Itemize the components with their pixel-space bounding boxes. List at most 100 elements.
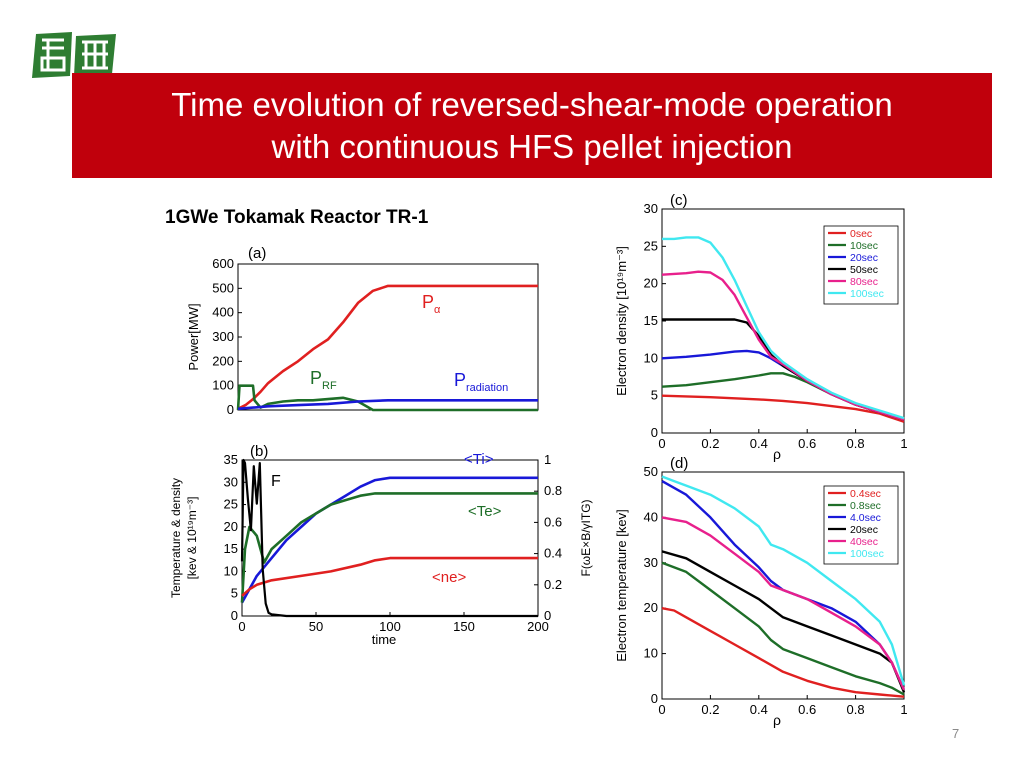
title-line-1: Time evolution of reversed-shear-mode op…: [171, 85, 893, 123]
chart-d-legend-label: 40sec: [850, 536, 878, 548]
logo-emblem-icon: [32, 32, 116, 78]
chart-a-y-tick-label: 500: [212, 280, 234, 295]
chart-d-legend-label: 0.4sec: [850, 488, 881, 500]
chart-d-ylabel: Electron temperature [kev]: [614, 509, 629, 661]
chart-a-y-tick-label: 300: [212, 329, 234, 344]
chart-d-series-line-0: [661, 607, 905, 698]
chart-d-legend-label: 20sec: [850, 524, 878, 536]
chart-b-label-ti: <Ti>: [464, 451, 494, 468]
chart-b-x-tick-label: 100: [379, 619, 401, 634]
chart-a-y-tick-label: 400: [212, 305, 234, 320]
chart-electron-density: 0 5 10 15 20 25 30 0 0.2 0.4 0.6 0.8 1 ρ Electron dens…: [614, 192, 908, 462]
chart-d-x-tick-label: 0: [658, 702, 665, 717]
chart-b-yright-tick-label: 0.4: [544, 546, 562, 561]
chart-c-y-tick-label: 30: [644, 201, 658, 216]
chart-b-series-line-3: [240, 458, 538, 618]
chart-d-legend-label: 100sec: [850, 548, 884, 560]
chart-c-legend-label: 50sec: [850, 264, 878, 276]
chart-c-legend-box: [823, 225, 899, 305]
subtitle: 1GWe Tokamak Reactor TR-1: [165, 207, 429, 228]
chart-c-xlabel: ρ: [773, 446, 781, 462]
chart-c-legend-label: 0sec: [850, 228, 872, 240]
chart-b-yright-tick-label: 0.8: [544, 483, 562, 498]
chart-b-series-line-1: [240, 492, 538, 603]
chart-a-label-p-alpha: Pα: [422, 292, 441, 316]
chart-c-x-tick-label: 0: [658, 436, 665, 451]
chart-b-yright-tick-label: 1: [544, 452, 551, 467]
plot-frame: [661, 471, 905, 700]
chart-a-y-tick-label: 600: [212, 256, 234, 271]
chart-c-series-line-3: [662, 318, 905, 421]
chart-d-y-tick-label: 30: [644, 555, 658, 570]
chart-b-ylabel-left-2: [kev & 10¹⁹m⁻³]: [185, 497, 199, 580]
chart-c-legend-label: 80sec: [850, 276, 878, 288]
chart-b-ylabel-left-1: Temperature & density: [169, 478, 183, 598]
chart-b-label-te: <Te>: [468, 503, 502, 520]
chart-d-series-line-3: [661, 550, 906, 693]
chart-b-yleft-tick-label: 5: [231, 586, 238, 601]
chart-d-panel-label: (d): [670, 455, 688, 472]
chart-d-y-tick-label: 0: [651, 691, 658, 706]
chart-a-y-tick-label: 200: [212, 353, 234, 368]
chart-b-series-line-2: [241, 556, 538, 597]
chart-b-yleft-tick-label: 20: [224, 519, 238, 534]
chart-d-series-line-4: [661, 516, 906, 691]
chart-c-y-tick-label: 5: [651, 388, 658, 403]
chart-d-x-tick-label: 0.2: [701, 702, 719, 717]
chart-d-y-tick-label: 20: [644, 600, 658, 615]
chart-d-legend-label: 4.0sec: [850, 512, 881, 524]
chart-b-yright-tick-label: 0: [544, 608, 551, 623]
chart-b-yleft-tick-label: 0: [231, 608, 238, 623]
chart-d-legend-label: 0.8sec: [850, 500, 881, 512]
chart-b-label-f: F: [271, 473, 281, 490]
chart-d-series-line-1: [661, 561, 905, 696]
chart-b-yleft-tick-label: 10: [224, 563, 238, 578]
chart-a-series-line-2: [237, 399, 538, 411]
chart-c-panel-label: (c): [670, 192, 688, 209]
chart-a-panel-label: (a): [248, 245, 266, 262]
chart-b-x-tick-label: 150: [453, 619, 475, 634]
chart-a-series-line-1: [236, 384, 538, 412]
chart-b-yright-tick-label: 0.6: [544, 514, 562, 529]
chart-c-series-line-4: [661, 270, 905, 421]
chart-b-ylabel-right: F(ωE×B/γITG): [579, 499, 593, 576]
chart-d-xlabel: ρ: [773, 712, 781, 728]
chart-c-x-tick-label: 1: [900, 436, 907, 451]
chart-d-x-tick-label: 1: [900, 702, 907, 717]
page-number: 7: [952, 726, 960, 741]
logo: [28, 30, 120, 80]
chart-b-x-tick-label: 50: [309, 619, 323, 634]
chart-b-yleft-tick-label: 35: [224, 452, 238, 467]
chart-b-x-tick-label: 200: [527, 619, 549, 634]
chart-b-yright-tick-label: 0.2: [544, 577, 562, 592]
chart-a-ylabel: Power[MW]: [186, 303, 201, 370]
chart-a-series-line-0: [237, 284, 538, 410]
chart-a-label-p-rf: PRF: [310, 368, 337, 392]
chart-power: 0 100 200 300 400 500 600 Power[MW] (a) Pα PRF Prad…: [186, 245, 539, 417]
title-banner: Time evolution of reversed-shear-mode op…: [72, 73, 992, 178]
chart-c-x-tick-label: 0.2: [701, 436, 719, 451]
chart-c-x-tick-label: 0.6: [798, 436, 816, 451]
chart-b-yleft-tick-label: 25: [224, 497, 238, 512]
chart-a-y-tick-label: 100: [212, 378, 234, 393]
chart-b-panel-label: (b): [250, 443, 268, 460]
chart-d-y-tick-label: 50: [644, 464, 658, 479]
chart-c-x-tick-label: 0.4: [750, 436, 768, 451]
chart-d-x-tick-label: 0.4: [750, 702, 768, 717]
chart-c-legend-label: 100sec: [850, 288, 884, 300]
chart-a-label-p-radiation: Pradiation: [454, 370, 508, 394]
chart-c-series-line-5: [662, 236, 905, 420]
chart-b-series-line-0: [240, 476, 538, 604]
chart-b-yleft-tick-label: 30: [224, 474, 238, 489]
chart-c-series-line-0: [661, 394, 905, 423]
chart-d-x-tick-label: 0.6: [798, 702, 816, 717]
plot-frame: [241, 459, 539, 617]
title-line-2: with continuous HFS pellet injection: [271, 127, 793, 165]
chart-c-legend-label: 20sec: [850, 252, 878, 264]
chart-c-y-tick-label: 15: [644, 313, 658, 328]
chart-b-x-tick-label: 0: [238, 619, 245, 634]
chart-c-y-tick-label: 20: [644, 276, 658, 291]
chart-electron-temperature: 0 10 20 30 40 50 0 0.2 0.4 0.6 0.8 1 ρ Electron tempe…: [614, 455, 908, 728]
chart-b-yleft-tick-label: 15: [224, 541, 238, 556]
